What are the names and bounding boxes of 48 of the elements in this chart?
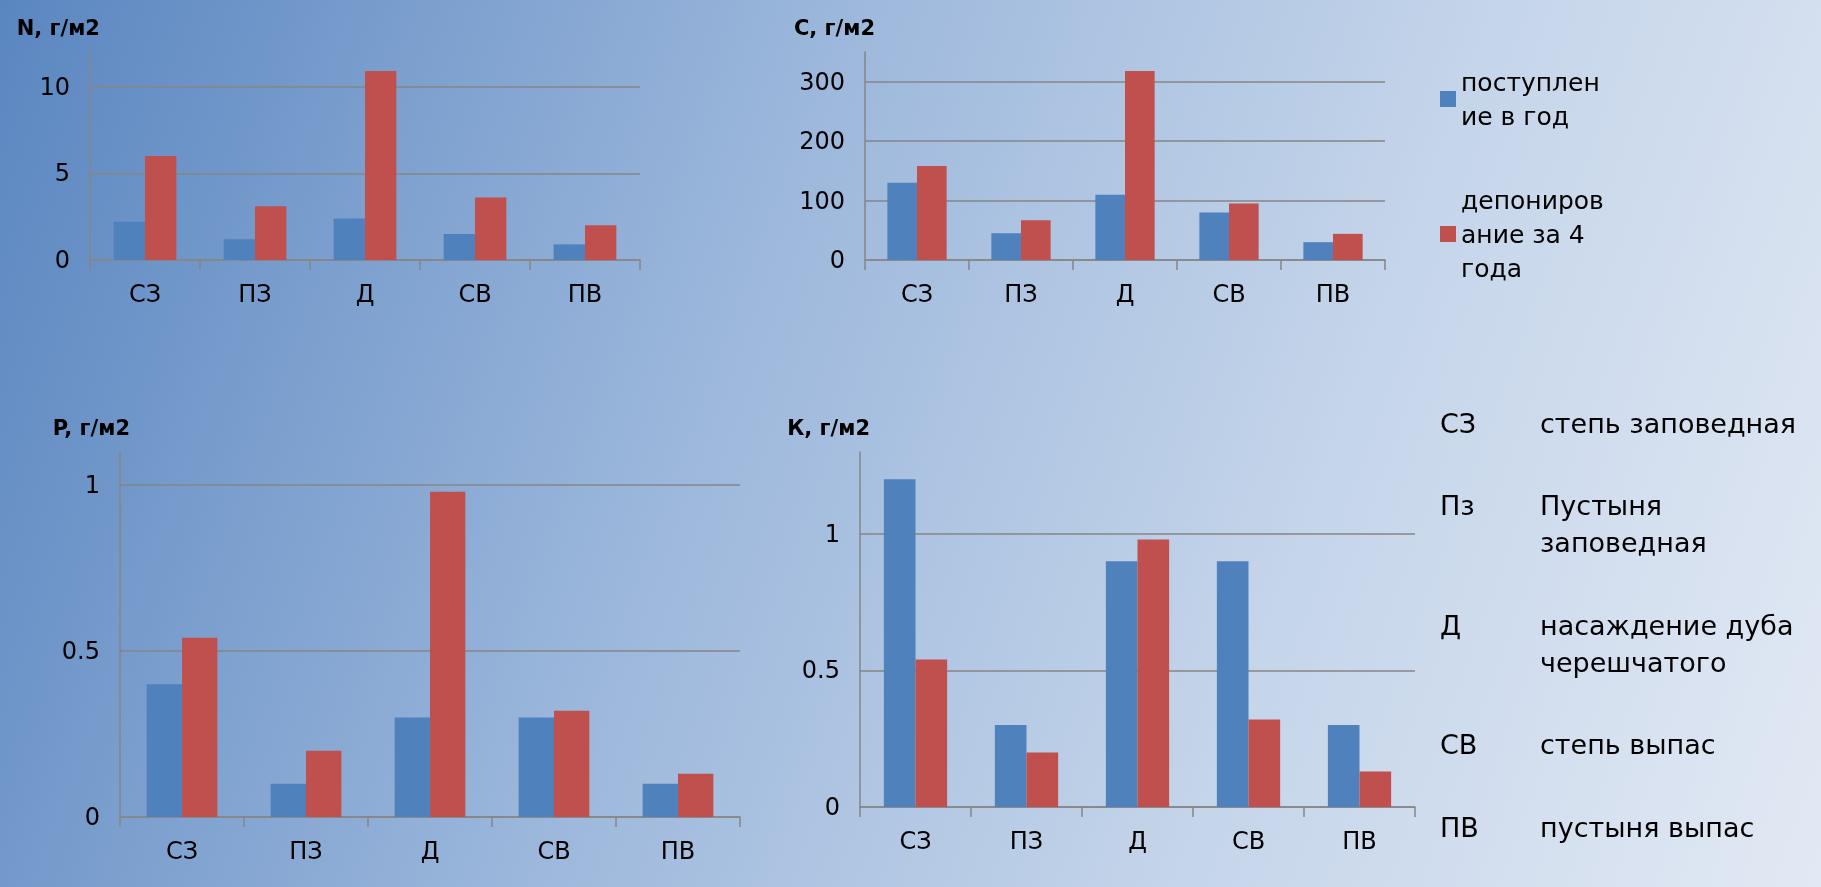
y-tick-label: 5 [54, 159, 70, 188]
y-tick-label: 300 [799, 67, 845, 96]
y-tick-label: 0 [54, 246, 70, 274]
x-tick-label: СЗ [900, 280, 934, 308]
text: степь заповедная [1540, 407, 1798, 441]
y-tick-label: 1 [84, 471, 100, 500]
text: Д [1440, 608, 1463, 643]
y-tick-label: 10 [39, 72, 70, 101]
x-tick-label: Д [1115, 280, 1135, 308]
x-tick-label: ПЗ [1004, 280, 1038, 308]
x-tick-label: Д [420, 837, 440, 865]
x-tick-label: СВ [458, 280, 492, 308]
y-tick-label: 0 [84, 803, 100, 831]
x-tick-label: ПВ [660, 837, 696, 865]
y-tick-label: 0 [829, 246, 845, 274]
text: СВ [1440, 728, 1479, 763]
text: степь выпас [1540, 728, 1717, 763]
y-axis-title: N, г/м2 [16, 15, 100, 40]
legend-label: поступление в год [1461, 67, 1600, 131]
legend-label: депонирование за 4 года [1461, 185, 1604, 283]
y-axis-title: P, г/м2 [52, 415, 130, 440]
y-tick-label: 100 [799, 186, 845, 215]
y-axis-title: К, г/м2 [787, 415, 870, 440]
x-tick-label: ПЗ [289, 837, 323, 865]
x-tick-label: ПВ [1342, 827, 1377, 855]
x-tick-label: Д [1128, 827, 1147, 855]
x-tick-label: ПВ [567, 280, 603, 308]
y-tick-label: 0.5 [61, 637, 100, 666]
x-tick-label: СЗ [899, 827, 932, 855]
y-axis-title: C, г/м2 [793, 15, 875, 40]
x-tick-label: СВ [1231, 827, 1266, 855]
x-tick-label: СЗ [165, 837, 199, 865]
text: насаждение дуба черешчатого [1540, 608, 1795, 680]
x-tick-label: Д [355, 280, 375, 308]
x-tick-label: ПВ [1315, 280, 1351, 308]
y-tick-label: 200 [799, 127, 845, 156]
text: пустыня выпас [1540, 810, 1756, 845]
y-tick-label: 0 [824, 793, 840, 821]
text: Пз [1440, 489, 1476, 524]
x-tick-label: ПЗ [1009, 827, 1044, 855]
x-tick-label: ПЗ [238, 280, 272, 308]
x-tick-label: СВ [1212, 280, 1246, 308]
y-tick-label: 1 [824, 519, 840, 548]
y-tick-label: 0.5 [801, 656, 840, 685]
text: СЗ [1440, 407, 1478, 441]
x-tick-label: СВ [537, 837, 571, 865]
x-tick-label: СЗ [128, 280, 162, 308]
text: Пустыня заповедная [1540, 489, 1708, 561]
